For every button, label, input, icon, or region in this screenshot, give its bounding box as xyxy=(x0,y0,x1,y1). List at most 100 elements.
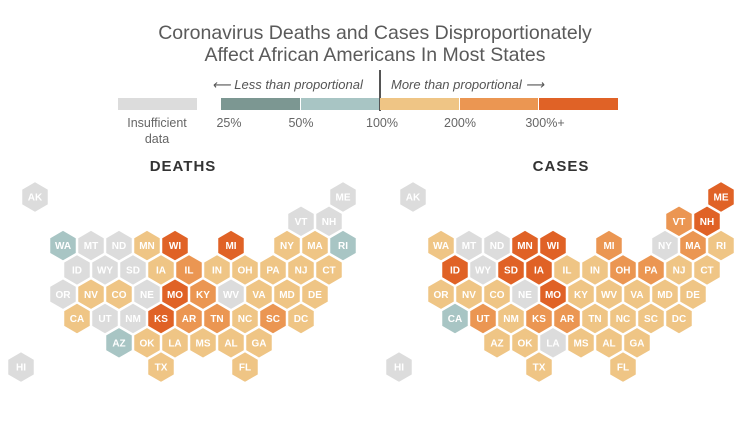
hex-nj xyxy=(664,253,694,287)
hex-label-mo: MO xyxy=(545,290,561,301)
hex-label-al: AL xyxy=(224,338,237,349)
hex-ky xyxy=(188,277,218,311)
hex-label-ut: UT xyxy=(98,314,111,325)
hex-label-de: DE xyxy=(686,290,700,301)
hex-al xyxy=(216,326,246,360)
hex-label-dc: DC xyxy=(672,314,686,325)
hex-label-il: IL xyxy=(185,266,194,277)
hex-label-va: VA xyxy=(252,290,265,301)
hex-label-ma: MA xyxy=(685,241,701,252)
hex-tx xyxy=(524,350,554,384)
hex-mi xyxy=(216,229,246,263)
hex-al xyxy=(594,326,624,360)
hex-label-ri: RI xyxy=(716,241,726,252)
hex-wv xyxy=(216,277,246,311)
hex-dc xyxy=(664,302,694,335)
hex-label-sc: SC xyxy=(266,314,280,325)
legend-swatch-50-100 xyxy=(301,98,379,110)
hex-label-nh: NH xyxy=(322,217,336,228)
hex-label-ga: GA xyxy=(252,338,267,349)
hex-label-mi: MI xyxy=(225,241,236,252)
hex-label-nj: NJ xyxy=(673,266,686,277)
hex-sd xyxy=(496,253,526,287)
hex-label-or: OR xyxy=(434,290,450,301)
hex-ri xyxy=(328,229,358,263)
hex-wy xyxy=(468,253,498,287)
hex-label-ak: AK xyxy=(28,193,43,204)
hex-label-wv: WV xyxy=(601,290,617,301)
hex-label-ny: NY xyxy=(658,241,672,252)
hex-ga xyxy=(622,326,652,360)
legend-swatch-na xyxy=(118,98,197,110)
hex-nd xyxy=(104,229,134,263)
hex-label-az: AZ xyxy=(490,338,503,349)
hex-label-wa: WA xyxy=(55,241,71,252)
hex-mi xyxy=(594,229,624,263)
hex-label-mt: MT xyxy=(84,241,98,252)
hex-ca xyxy=(62,302,92,335)
hex-label-sd: SD xyxy=(504,266,518,277)
legend-less-label: ⟵ Less than proportional xyxy=(212,77,363,92)
hex-nc xyxy=(230,302,260,335)
hex-ms xyxy=(566,326,596,360)
hex-label-ne: NE xyxy=(140,290,154,301)
hex-mt xyxy=(76,229,106,263)
legend-swatch-300 xyxy=(539,98,618,110)
hex-ct xyxy=(314,253,344,287)
hex-sd xyxy=(118,253,148,287)
hex-ia xyxy=(146,253,176,287)
chart-title-line1: Coronavirus Deaths and Cases Disproporti… xyxy=(158,22,592,44)
hex-label-il: IL xyxy=(563,266,572,277)
hex-label-ma: MA xyxy=(307,241,323,252)
hex-label-ca: CA xyxy=(448,314,462,325)
legend-divider xyxy=(379,70,381,111)
hex-label-nm: NM xyxy=(503,314,519,325)
hex-label-la: LA xyxy=(546,338,559,349)
hex-label-ri: RI xyxy=(338,241,348,252)
hex-me xyxy=(706,180,736,214)
hex-label-mi: MI xyxy=(603,241,614,252)
hex-ky xyxy=(566,277,596,311)
hex-label-ga: GA xyxy=(630,338,645,349)
hex-nh xyxy=(314,204,344,238)
hex-me xyxy=(328,180,358,214)
hex-label-ok: OK xyxy=(518,338,534,349)
hex-label-va: VA xyxy=(630,290,643,301)
hex-label-md: MD xyxy=(279,290,295,301)
hex-label-tx: TX xyxy=(155,363,168,374)
hex-label-fl: FL xyxy=(617,363,629,374)
hex-label-ar: AR xyxy=(560,314,575,325)
hex-label-pa: PA xyxy=(644,266,657,277)
hex-ut xyxy=(468,302,498,335)
hex-ct xyxy=(692,253,722,287)
hex-mt xyxy=(454,229,484,263)
hex-nm xyxy=(118,302,148,335)
hex-label-hi: HI xyxy=(394,363,404,374)
hex-label-ne: NE xyxy=(518,290,532,301)
hex-nd xyxy=(482,229,512,263)
hex-co xyxy=(104,277,134,311)
hex-wa xyxy=(48,229,78,263)
hex-label-wa: WA xyxy=(433,241,449,252)
hex-label-sc: SC xyxy=(644,314,658,325)
hex-wv xyxy=(594,277,624,311)
hex-label-ks: KS xyxy=(154,314,168,325)
hex-ks xyxy=(524,302,554,335)
hex-label-nc: NC xyxy=(238,314,252,325)
hex-nv xyxy=(454,277,484,311)
hex-tx xyxy=(146,350,176,384)
hex-fl xyxy=(230,350,260,384)
hex-de xyxy=(678,277,708,311)
hex-ok xyxy=(510,326,540,360)
hex-il xyxy=(174,253,204,287)
legend-insufficient-line1: Insufficient xyxy=(127,116,187,130)
hex-ny xyxy=(272,229,302,263)
hex-label-ut: UT xyxy=(476,314,489,325)
hex-tn xyxy=(580,302,610,335)
hex-ri xyxy=(706,229,736,263)
hex-hi xyxy=(384,350,414,384)
hex-label-co: CO xyxy=(112,290,127,301)
hex-md xyxy=(272,277,302,311)
